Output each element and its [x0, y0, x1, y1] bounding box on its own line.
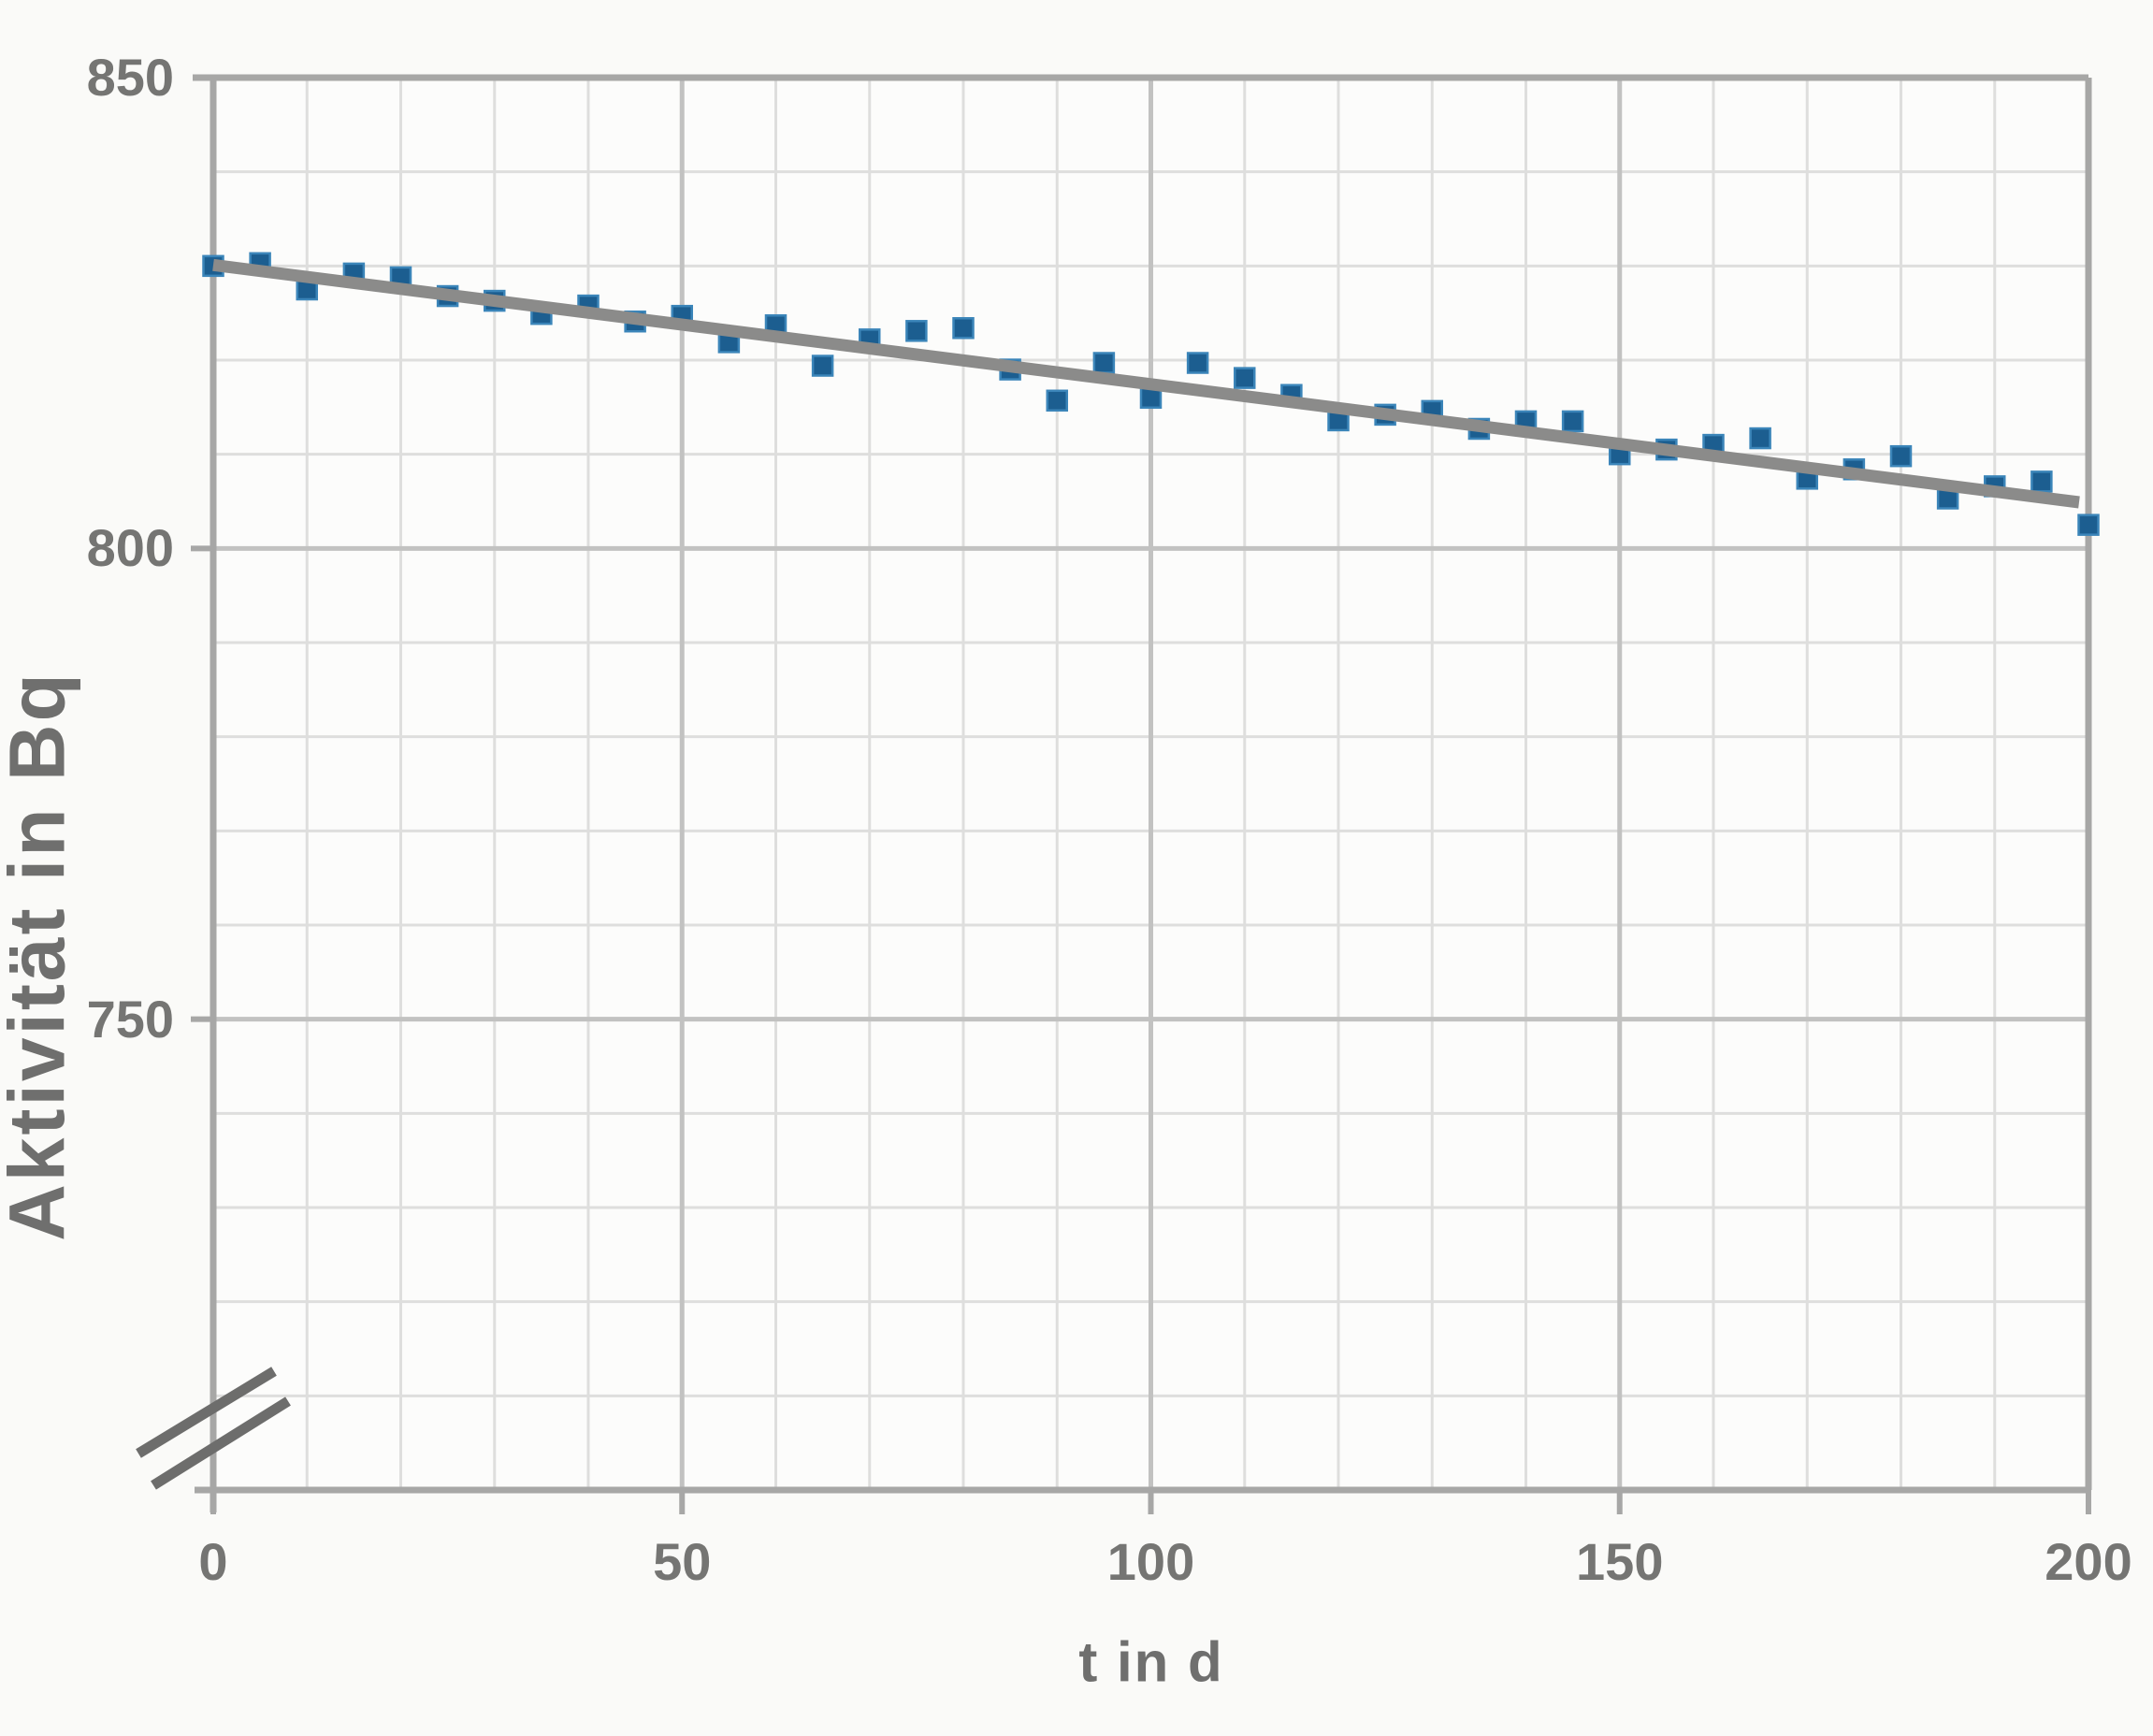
axis-break-slash: [136, 1367, 277, 1458]
x-axis-title: t in d: [1078, 1630, 1224, 1694]
data-point: [1092, 352, 1116, 374]
y-axis-title: Aktivität in Bq: [0, 671, 81, 1241]
x-tick-label-50: 50: [653, 1532, 712, 1591]
data-point: [1561, 410, 1584, 433]
data-point: [952, 317, 975, 340]
data-point: [1234, 367, 1256, 389]
x-tick-label-0: 0: [198, 1532, 228, 1591]
x-tick-label-150: 150: [1576, 1532, 1664, 1591]
data-point: [1186, 352, 1209, 374]
data-point: [1889, 444, 1913, 468]
axis-break-slash: [151, 1396, 291, 1490]
trend-line: [212, 258, 2080, 509]
data-point: [2030, 470, 2053, 493]
data-point: [811, 354, 834, 377]
y-tick-label-750: 750: [86, 989, 174, 1049]
data-point: [905, 320, 928, 342]
y-tick-label-850: 850: [86, 48, 174, 107]
data-point: [1046, 389, 1068, 412]
x-tick-label-100: 100: [1106, 1532, 1195, 1591]
y-tick-label-800: 800: [86, 518, 174, 578]
data-point: [1749, 427, 1771, 450]
data-point: [2077, 514, 2100, 536]
x-tick-label-200: 200: [2045, 1532, 2132, 1591]
